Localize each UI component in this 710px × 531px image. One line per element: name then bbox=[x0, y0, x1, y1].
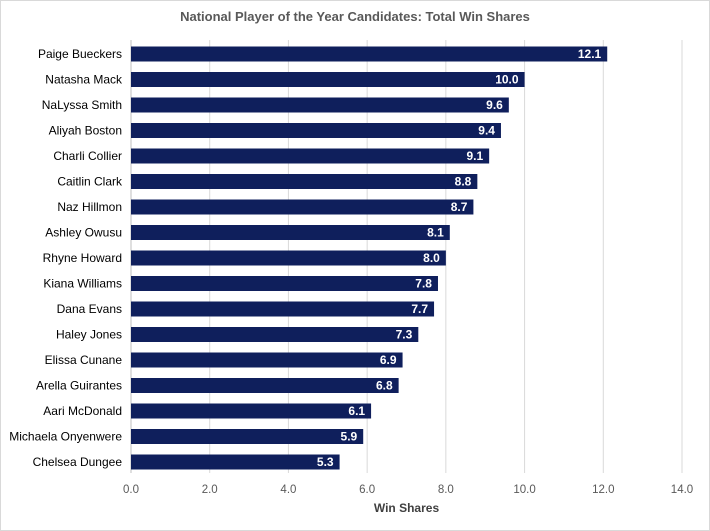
x-axis-title: Win Shares bbox=[374, 501, 440, 515]
bar bbox=[131, 378, 399, 393]
chart-title: National Player of the Year Candidates: … bbox=[180, 9, 530, 24]
bar bbox=[131, 97, 509, 113]
bars bbox=[131, 46, 608, 470]
data-label: 8.0 bbox=[423, 251, 440, 265]
bar bbox=[131, 352, 403, 368]
data-label: 6.1 bbox=[348, 404, 365, 418]
category-label: Elissa Cunane bbox=[45, 353, 123, 367]
bar bbox=[131, 123, 501, 138]
category-label: Paige Bueckers bbox=[38, 47, 122, 61]
bar bbox=[131, 276, 438, 291]
category-label: NaLyssa Smith bbox=[42, 98, 122, 112]
bar bbox=[131, 301, 435, 317]
data-label: 9.6 bbox=[486, 98, 503, 112]
bar bbox=[131, 403, 372, 419]
category-label: Aari McDonald bbox=[43, 404, 122, 418]
labels: 0.0 2.0 4.0 6.0 8.0 10.0 12.0 14.0 Paige Buecker… bbox=[9, 47, 693, 496]
bar bbox=[131, 72, 525, 87]
bar bbox=[131, 148, 490, 164]
bar bbox=[131, 174, 478, 189]
x-tick-label: 10.0 bbox=[513, 484, 535, 496]
x-tick-label: 6.0 bbox=[359, 484, 375, 496]
bar bbox=[131, 250, 446, 266]
data-label: 9.1 bbox=[466, 149, 483, 163]
data-label: 7.8 bbox=[415, 277, 432, 291]
category-label: Charli Collier bbox=[53, 149, 122, 163]
data-label: 12.1 bbox=[578, 47, 602, 61]
data-label: 10.0 bbox=[495, 73, 519, 87]
x-tick-label: 2.0 bbox=[202, 484, 218, 496]
category-label: Dana Evans bbox=[57, 302, 122, 316]
category-label: Haley Jones bbox=[56, 328, 122, 342]
category-label: Michaela Onyenwere bbox=[9, 430, 122, 444]
category-label: Kiana Williams bbox=[43, 277, 122, 291]
bar bbox=[131, 199, 474, 215]
x-tick-label: 14.0 bbox=[671, 484, 693, 496]
category-label: Ashley Owusu bbox=[45, 226, 122, 240]
bar bbox=[131, 46, 608, 62]
category-label: Arella Guirantes bbox=[36, 379, 122, 393]
data-label: 8.8 bbox=[455, 175, 472, 189]
data-label: 8.1 bbox=[427, 226, 444, 240]
data-label: 7.7 bbox=[411, 302, 428, 316]
bar bbox=[131, 225, 450, 240]
bar bbox=[131, 454, 340, 470]
bar bbox=[131, 327, 419, 342]
category-label: Caitlin Clark bbox=[57, 175, 123, 189]
category-label: Natasha Mack bbox=[45, 73, 123, 87]
bar bbox=[131, 429, 364, 444]
category-label: Rhyne Howard bbox=[43, 251, 122, 265]
x-tick-label: 4.0 bbox=[280, 484, 296, 496]
category-label: Chelsea Dungee bbox=[33, 455, 123, 469]
data-label: 6.9 bbox=[380, 353, 397, 367]
data-label: 5.3 bbox=[317, 455, 334, 469]
x-tick-label: 0.0 bbox=[123, 484, 139, 496]
data-label: 6.8 bbox=[376, 379, 393, 393]
data-label: 9.4 bbox=[478, 124, 495, 138]
data-label: 8.7 bbox=[451, 200, 468, 214]
data-label: 7.3 bbox=[396, 328, 413, 342]
category-label: Aliyah Boston bbox=[49, 124, 122, 138]
data-label: 5.9 bbox=[341, 430, 358, 444]
category-label: Naz Hillmon bbox=[57, 200, 122, 214]
x-tick-label: 8.0 bbox=[438, 484, 454, 496]
x-tick-label: 12.0 bbox=[592, 484, 614, 496]
